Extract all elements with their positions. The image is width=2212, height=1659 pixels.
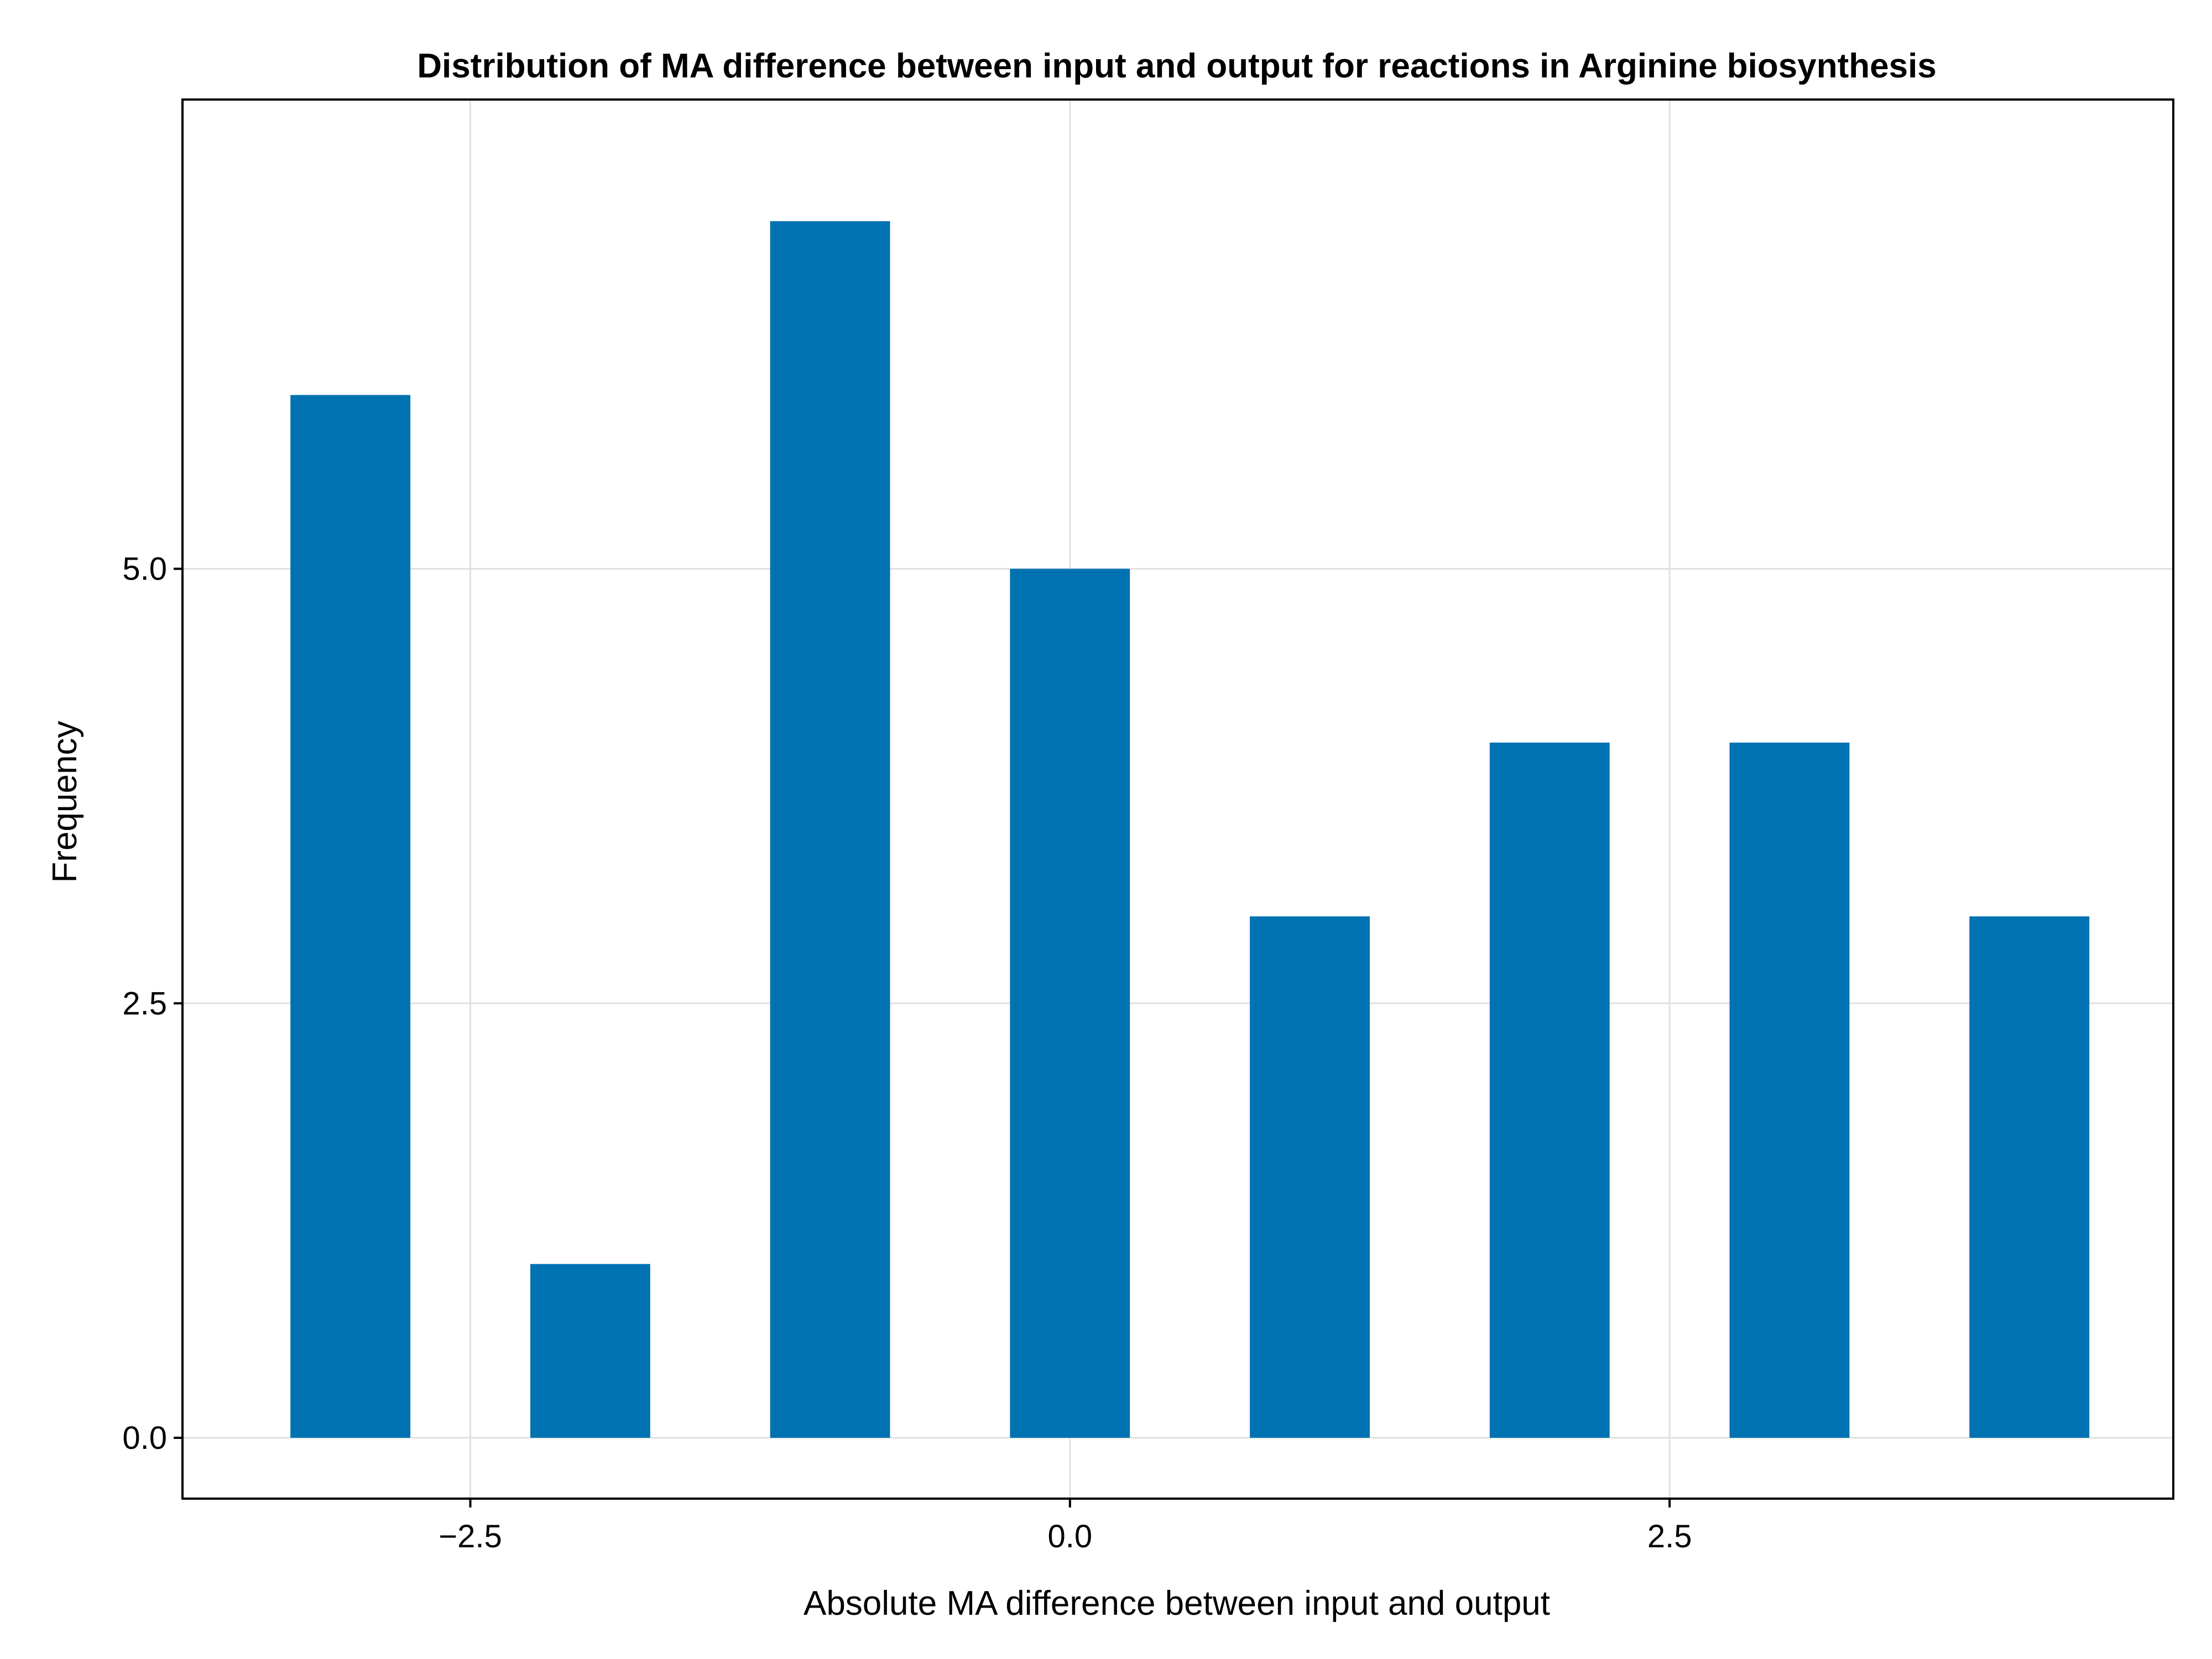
y-tick-label: 5.0 xyxy=(122,551,167,587)
x-axis-label: Absolute MA difference between input and… xyxy=(804,1584,1550,1623)
plot-frame xyxy=(181,98,2174,1500)
y-axis-label: Frequency xyxy=(46,721,84,883)
bars xyxy=(290,221,2090,1438)
y-tick-label: 2.5 xyxy=(122,985,167,1021)
x-ticks: −2.5 0.0 2.5 xyxy=(439,1499,1692,1554)
chart-title: Distribution of MA difference between in… xyxy=(417,47,1937,85)
y-tick-label: 0.0 xyxy=(122,1420,167,1456)
grid xyxy=(182,100,2173,1499)
y-ticks: 0.0 2.5 5.0 xyxy=(122,551,182,1456)
bar xyxy=(1969,916,2090,1438)
bar xyxy=(1489,742,1610,1438)
bar xyxy=(1729,742,1850,1438)
bar xyxy=(1010,568,1130,1438)
bar xyxy=(770,221,890,1438)
x-tick-label: 0.0 xyxy=(1047,1519,1092,1554)
x-tick-label: 2.5 xyxy=(1647,1519,1692,1554)
x-tick-label: −2.5 xyxy=(439,1519,502,1554)
bar xyxy=(1250,916,1370,1438)
bar xyxy=(290,395,411,1438)
bar xyxy=(530,1264,650,1438)
